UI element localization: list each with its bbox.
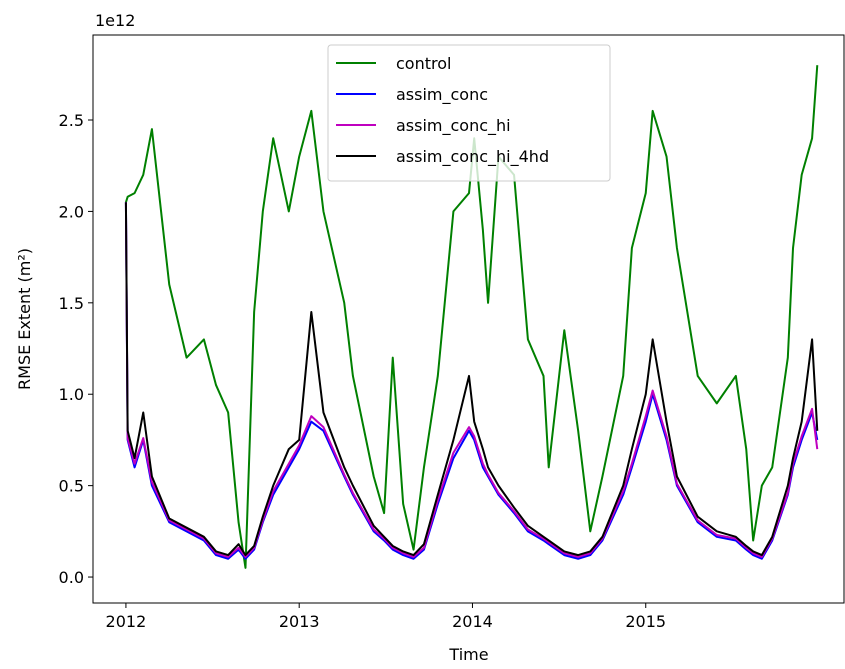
x-tick-label: 2012 (106, 612, 147, 631)
series-line (124, 202, 819, 557)
y-tick-label: 2.0 (59, 202, 84, 221)
y-tick-label: 1.5 (59, 294, 84, 313)
x-axis-label: Time (448, 645, 488, 664)
legend-label: assim_conc_hi_4hd (396, 147, 549, 167)
y-tick-label: 0.5 (59, 477, 84, 496)
x-tick-label: 2014 (452, 612, 493, 631)
y-tick-label: 0.0 (59, 568, 84, 587)
legend-label: assim_conc_hi (396, 116, 511, 136)
series-line (124, 202, 819, 560)
y-tick-label: 2.5 (59, 111, 84, 130)
y-tick-label: 1.0 (59, 385, 84, 404)
x-tick-label: 2015 (625, 612, 666, 631)
series-line (124, 202, 819, 558)
legend-label: assim_conc (396, 85, 488, 105)
axes-frame (92, 34, 845, 604)
legend-label: control (396, 54, 451, 73)
x-tick-label: 2013 (279, 612, 320, 631)
y-axis-label: RMSE Extent (m²) (15, 248, 34, 390)
offset-label: 1e12 (95, 11, 135, 30)
legend-box (327, 44, 611, 182)
